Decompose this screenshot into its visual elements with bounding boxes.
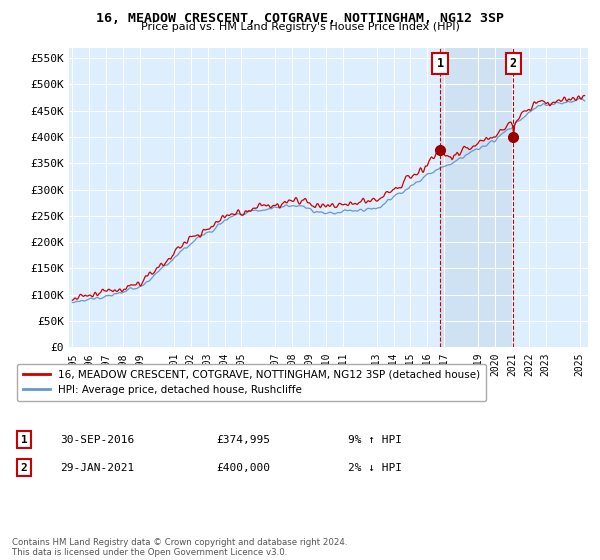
Text: Contains HM Land Registry data © Crown copyright and database right 2024.
This d: Contains HM Land Registry data © Crown c… [12, 538, 347, 557]
Text: 1: 1 [437, 57, 443, 70]
Text: Price paid vs. HM Land Registry's House Price Index (HPI): Price paid vs. HM Land Registry's House … [140, 22, 460, 32]
Bar [440, 48, 513, 347]
Text: 2% ↓ HPI: 2% ↓ HPI [348, 463, 402, 473]
Legend: 16, MEADOW CRESCENT, COTGRAVE, NOTTINGHAM, NG12 3SP (detached house), HPI: Avera: 16, MEADOW CRESCENT, COTGRAVE, NOTTINGHA… [17, 363, 486, 402]
Text: 2: 2 [20, 463, 28, 473]
Text: 30-SEP-2016: 30-SEP-2016 [60, 435, 134, 445]
Text: 9% ↑ HPI: 9% ↑ HPI [348, 435, 402, 445]
Text: £374,995: £374,995 [216, 435, 270, 445]
Text: 2: 2 [510, 57, 517, 70]
Text: 16, MEADOW CRESCENT, COTGRAVE, NOTTINGHAM, NG12 3SP: 16, MEADOW CRESCENT, COTGRAVE, NOTTINGHA… [96, 12, 504, 25]
Text: £400,000: £400,000 [216, 463, 270, 473]
Text: 29-JAN-2021: 29-JAN-2021 [60, 463, 134, 473]
Text: 1: 1 [20, 435, 28, 445]
